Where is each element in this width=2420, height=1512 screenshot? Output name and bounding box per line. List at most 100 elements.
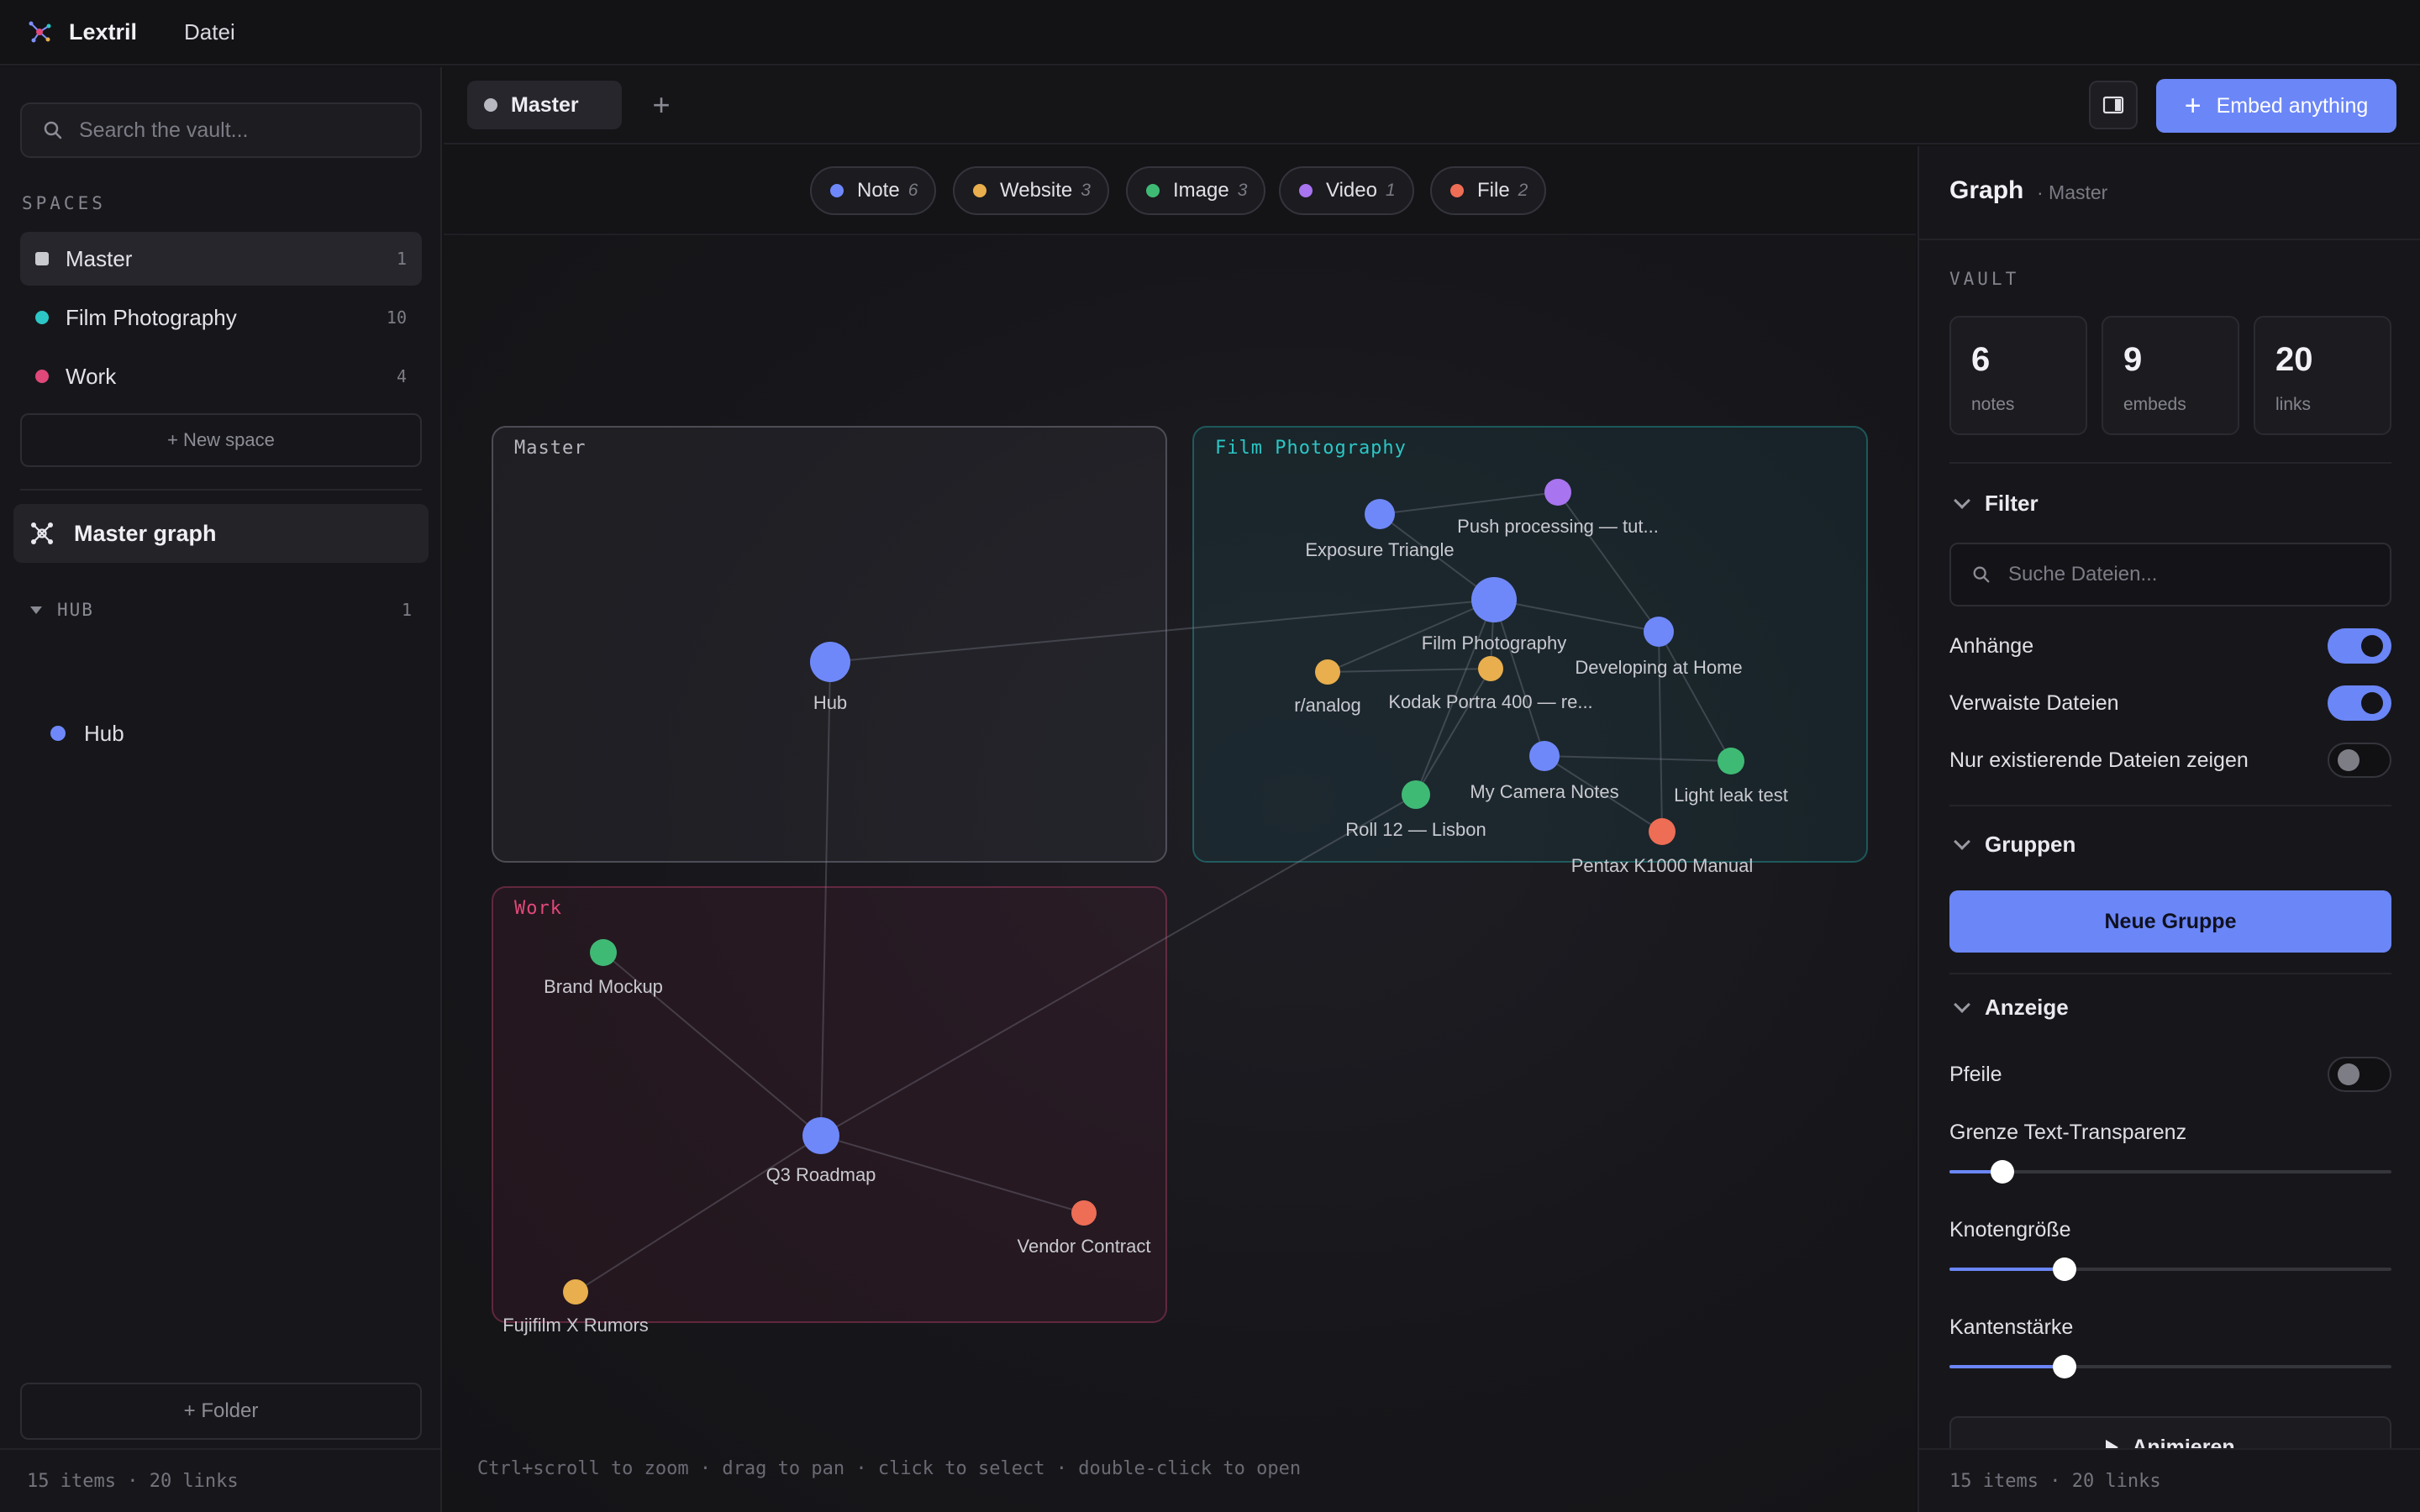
chevron-down-icon [1954,832,1970,850]
master-graph-label: Master graph [74,520,217,546]
graph-node-vendor[interactable]: Vendor Contract [1018,1200,1151,1257]
vault-search-input[interactable] [79,118,398,143]
graph-node-camera[interactable]: My Camera Notes [1470,741,1619,802]
node-size-slider[interactable] [1949,1257,2391,1282]
lextril-logo-icon [29,21,51,43]
menu-datei[interactable]: Datei [184,18,235,45]
graph-node-circle[interactable] [810,642,850,682]
tab-dot [484,98,497,112]
graph-group-film[interactable] [1192,426,1868,863]
space-label: Work [66,363,117,389]
space-item-film-photography[interactable]: Film Photography 10 [20,291,422,344]
slider-track [1949,1365,2391,1368]
graph-node-brand[interactable]: Brand Mockup [544,939,663,997]
graph-settings-panel: Graph · Master VAULT 6 notes 9 embeds 20… [1918,146,2420,1512]
type-filter-bar: Note 6 Website 3 Image 3 Video 1 File 2 [444,146,1916,235]
graph-node-circle[interactable] [1365,499,1395,529]
folder-group-label: HUB [57,600,94,620]
tab-master[interactable]: Master [467,81,622,129]
toggle-label: Verwaiste Dateien [1949,690,2119,715]
master-graph-item[interactable]: Master graph [13,504,429,563]
chevron-down-icon [1954,491,1970,509]
chip-count: 6 [908,181,918,200]
graph-node-circle[interactable] [1478,656,1503,681]
graph-node-circle[interactable] [1544,479,1571,506]
graph-node-ranalog[interactable]: r/analog [1294,659,1361,716]
section-label: Gruppen [1985,832,2076,857]
graph-node-developing[interactable]: Developing at Home [1575,617,1743,678]
graph-node-circle[interactable] [590,939,617,966]
graph-node-film[interactable]: Film Photography [1422,577,1566,654]
new-folder-button[interactable]: + Folder [20,1383,422,1440]
groups-section-header[interactable]: Gruppen [1949,832,2075,858]
slider-track [1949,1268,2391,1271]
graph-node-pentax[interactable]: Pentax K1000 Manual [1571,818,1754,876]
new-space-button[interactable]: + New space [20,413,422,467]
embed-anything-button[interactable]: + Embed anything [2156,79,2396,133]
slider-thumb[interactable] [1991,1160,2015,1184]
graph-node-roll12[interactable]: Roll 12 — Lisbon [1345,780,1486,840]
graph-node-label: Exposure Triangle [1305,539,1454,560]
existing-only-toggle[interactable] [2328,743,2391,778]
graph-canvas[interactable]: Master Film Photography Work Hub Exposure T… [444,146,1916,1512]
arrows-toggle[interactable] [2328,1057,2391,1092]
add-tab-button[interactable]: + [652,87,671,122]
divider [1949,973,2391,974]
panel-subtitle: · Master [2037,181,2108,203]
graph-group-label: Master [514,438,586,459]
graph-node-hub[interactable]: Hub [810,642,850,713]
space-item-work[interactable]: Work 4 [20,349,422,403]
folder-group-hub[interactable]: HUB 1 [20,593,422,627]
graph-node-circle[interactable] [1471,577,1517,622]
orphans-toggle[interactable] [2328,685,2391,721]
filter-chip-video[interactable]: Video 1 [1279,166,1414,215]
toggle-panel-button[interactable] [2089,81,2138,129]
graph-node-circle[interactable] [1529,741,1560,771]
graph-node-circle[interactable] [563,1279,588,1305]
slider-track [1949,1170,2391,1173]
graph-node-circle[interactable] [1649,818,1676,845]
filter-chip-note[interactable]: Note 6 [810,166,937,215]
graph-node-circle[interactable] [802,1117,839,1154]
chip-color-dot [1450,184,1464,197]
stat-notes: 6 notes [1949,316,2087,435]
graph-edge [1658,631,1663,832]
graph-node-lightleak[interactable]: Light leak test [1674,748,1788,806]
file-search[interactable] [1949,543,2391,606]
filter-chip-image[interactable]: Image 3 [1126,166,1266,215]
toggle-row-existing-only: Nur existierende Dateien zeigen [1949,741,2391,780]
filter-chip-website[interactable]: Website 3 [953,166,1109,215]
graph-node-exposure[interactable]: Exposure Triangle [1305,499,1455,560]
graph-node-circle[interactable] [1315,659,1340,685]
graph-node-label: Film Photography [1422,633,1566,654]
graph-edge [1544,755,1732,762]
filter-section-header[interactable]: Filter [1949,491,2039,517]
graph-node-circle[interactable] [1402,780,1430,809]
file-search-input[interactable] [2008,563,2378,586]
graph-node-kodak[interactable]: Kodak Portra 400 — re... [1388,656,1593,712]
graph-node-label: Fujifilm X Rumors [502,1315,649,1336]
graph-group-work[interactable] [492,886,1167,1323]
vault-search[interactable] [20,102,422,158]
graph-node-q3[interactable]: Q3 Roadmap [766,1117,876,1185]
graph-node-circle[interactable] [1718,748,1744,774]
edge-width-slider[interactable] [1949,1354,2391,1379]
slider-thumb[interactable] [2052,1257,2076,1281]
file-item-hub[interactable]: Hub [50,716,124,751]
space-item-master[interactable]: Master 1 [20,232,422,286]
graph-node-circle[interactable] [1644,617,1674,647]
chip-color-dot [1146,184,1160,197]
attachments-toggle[interactable] [2328,628,2391,664]
graph-node-label: Q3 Roadmap [766,1164,876,1185]
graph-svg[interactable]: Master Film Photography Work Hub Exposure T… [444,146,1916,1512]
text-fade-slider[interactable] [1949,1159,2391,1184]
slider-thumb[interactable] [2052,1355,2076,1378]
graph-node-circle[interactable] [1071,1200,1097,1226]
graph-node-push[interactable]: Push processing — tut... [1457,479,1659,537]
display-section-header[interactable]: Anzeige [1949,995,2069,1021]
new-group-button[interactable]: Neue Gruppe [1949,890,2391,953]
filter-chip-file[interactable]: File 2 [1430,166,1547,215]
graph-node-fujifilm[interactable]: Fujifilm X Rumors [502,1279,649,1336]
vault-heading: VAULT [1949,269,2020,289]
divider [1949,462,2391,464]
